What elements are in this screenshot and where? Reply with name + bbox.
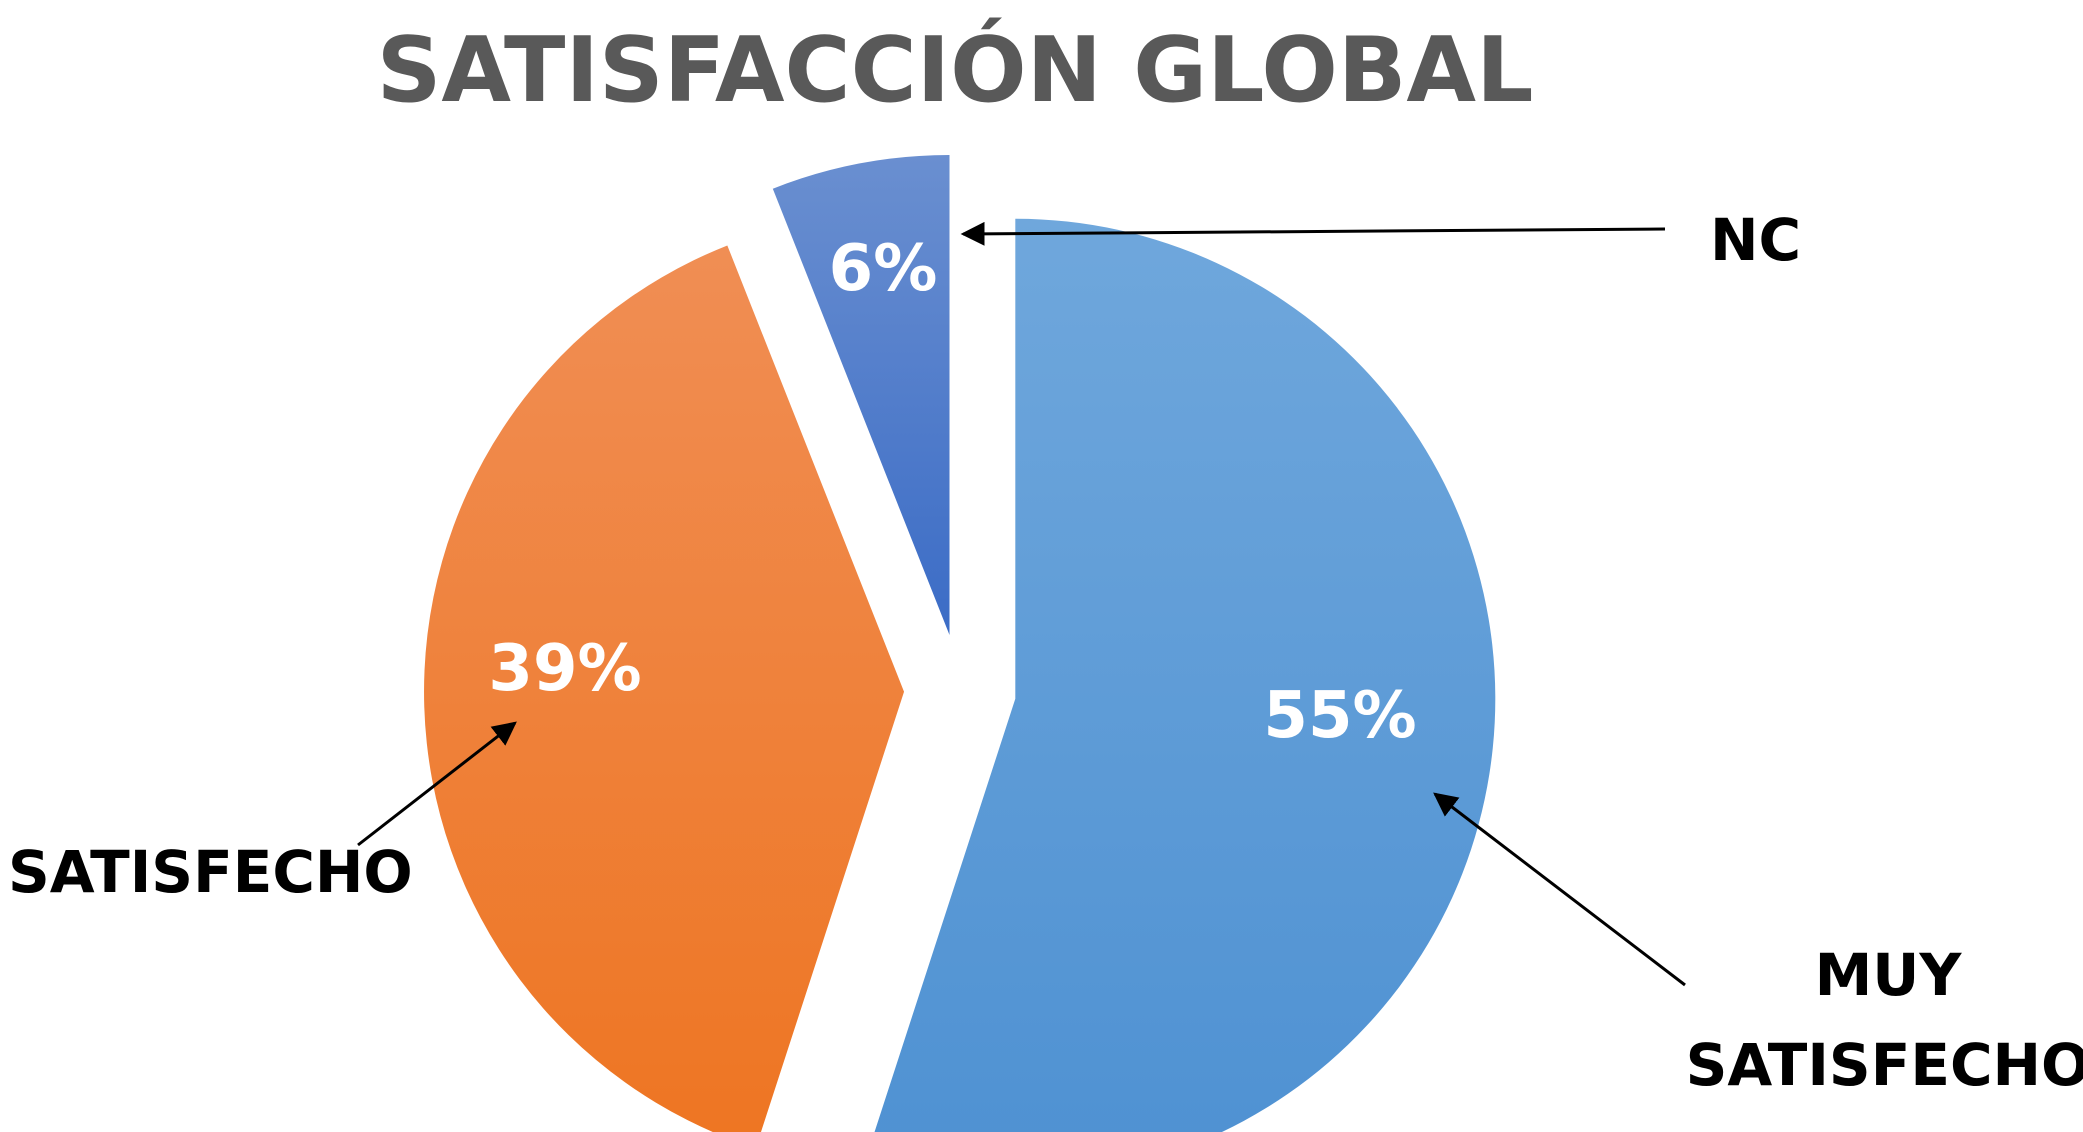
muy-satisfecho-arrow [1433,792,1686,987]
slice-percent-label-muy-satisfecho: 55% [1263,679,1416,753]
chart-title: SATISFACCIÓN GLOBAL [376,18,1534,123]
category-label-nc: NC [1710,206,1801,274]
category-label-muy-satisfecho-line2: SATISFECHO [1686,1031,2083,1099]
category-label-satisfecho: SATISFECHO [8,838,413,906]
slice-percent-label-nc: 6% [829,232,938,306]
slice-labels: 55% 39% 6% [488,232,1416,753]
satisfecho-arrow [357,721,517,847]
slices [424,154,1496,1132]
category-label-muy-satisfecho-line1: MUY [1815,941,1963,1009]
pie-slice-muy-satisfecho [874,218,1496,1132]
nc-arrow [960,221,1666,246]
pie-slice-satisfecho [424,245,905,1132]
pie-slice-nc [772,154,950,635]
slice-percent-label-satisfecho: 39% [488,632,641,706]
